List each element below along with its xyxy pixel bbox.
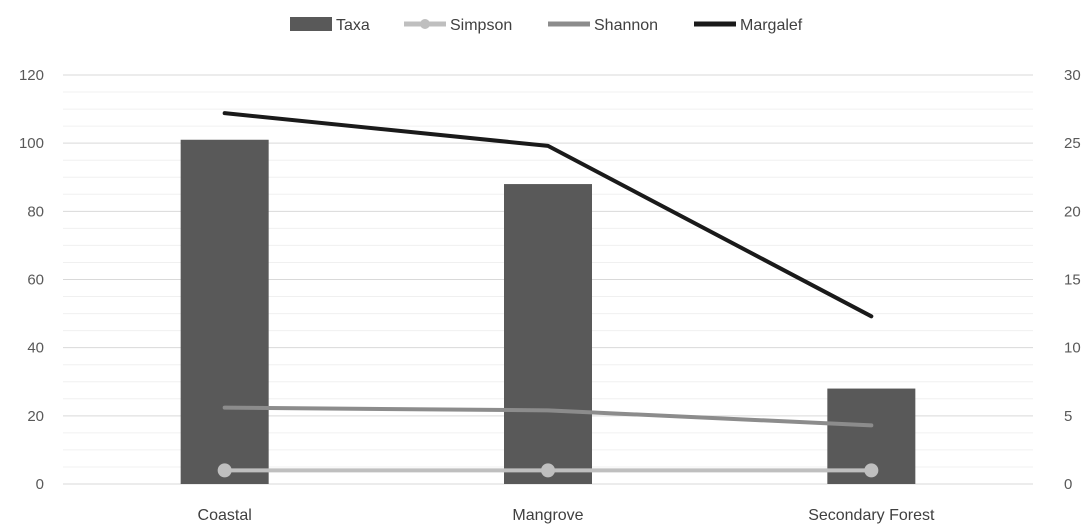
left-tick-label: 40 (27, 340, 44, 357)
legend-swatch (290, 17, 332, 31)
category-label: Coastal (198, 507, 252, 524)
left-tick-label: 120 (19, 67, 44, 84)
right-tick-label: 10 (1064, 340, 1081, 357)
category-label: Mangrove (512, 507, 583, 524)
right-axis-ticks: 0 5 10 15 20 25 30 (1064, 67, 1081, 493)
marker-simpson (541, 463, 555, 478)
legend-item-shannon: Shannon (548, 17, 658, 34)
left-tick-label: 100 (19, 135, 44, 152)
bar-taxa (504, 184, 592, 485)
right-tick-label: 0 (1064, 476, 1072, 493)
line-margalef (222, 111, 874, 319)
legend-label: Taxa (336, 17, 370, 34)
legend-marker (420, 19, 430, 29)
right-tick-label: 30 (1064, 67, 1081, 84)
legend-item-simpson: Simpson (404, 17, 512, 34)
legend-label: Margalef (740, 17, 803, 34)
marker-simpson (864, 463, 879, 478)
legend-label: Simpson (450, 17, 512, 34)
right-tick-label: 20 (1064, 203, 1081, 220)
marker-simpson (217, 463, 232, 478)
left-tick-label: 0 (36, 476, 44, 493)
category-axis-labels: Coastal Mangrove Secondary Forest (198, 507, 935, 524)
category-label: Secondary Forest (808, 507, 935, 524)
left-tick-label: 20 (27, 408, 44, 425)
legend: Taxa Simpson Shannon Margalef (290, 17, 803, 34)
bar-series (180, 139, 916, 485)
line-series (217, 111, 879, 478)
right-tick-label: 5 (1064, 408, 1072, 425)
left-tick-label: 60 (27, 272, 44, 289)
legend-label: Shannon (594, 17, 658, 34)
left-axis-ticks: 0 20 40 60 80 100 120 (19, 67, 44, 493)
right-tick-label: 25 (1064, 135, 1081, 152)
left-tick-label: 80 (27, 203, 44, 220)
legend-item-taxa: Taxa (290, 17, 370, 34)
right-tick-label: 15 (1064, 272, 1081, 289)
bar-taxa (180, 139, 269, 484)
legend-item-margalef: Margalef (694, 17, 803, 34)
line-shannon (222, 405, 874, 428)
